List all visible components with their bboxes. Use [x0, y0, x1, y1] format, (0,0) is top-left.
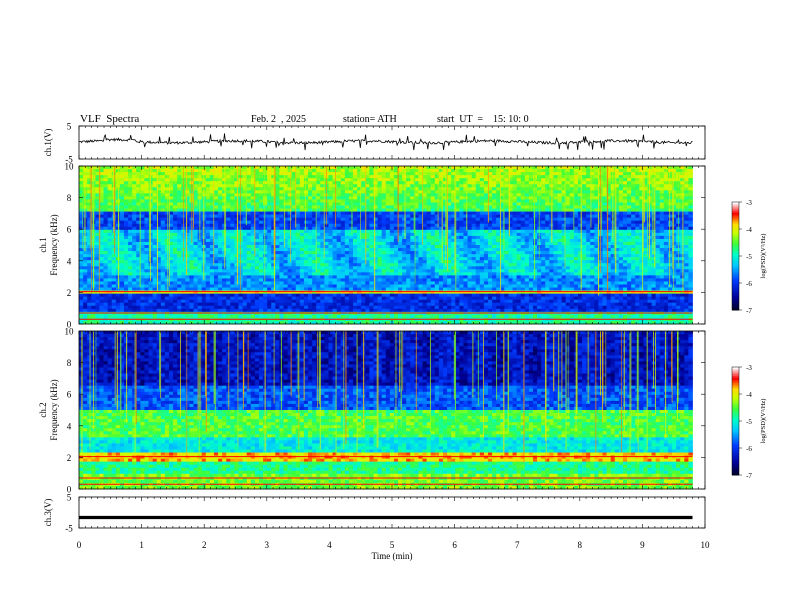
ch1-spectrogram-colorbar-tick-label: -4	[746, 226, 752, 234]
ch2-spectrogram-colorbar-tick-label: -4	[746, 391, 752, 399]
time-tick-label: 8	[578, 540, 583, 550]
ch1-spectrogram-xticks	[78, 166, 706, 324]
date-label: Feb. 2 , 2025	[251, 114, 306, 125]
ch2-spectrogram-xticks	[78, 331, 706, 489]
ch1-spectrogram-colorbar-tick-label: -3	[746, 199, 752, 207]
ch1-waveform-ytick-label: -5	[65, 155, 73, 165]
ch3-waveform-ytick-label: 5	[67, 493, 72, 503]
ch2-spectrogram-colorbar-tick-label: -7	[746, 472, 752, 480]
ch1-spectrogram-colorbar-tick-label: -5	[746, 253, 752, 261]
ch3-waveform-xticks	[78, 497, 706, 528]
ch2-spectrogram-colorbar-tick-label: -6	[746, 445, 752, 453]
ch3-waveform-frame	[78, 496, 706, 529]
ch2-spectrogram-ylabel: Frequency (kHz)	[49, 379, 59, 440]
ch3-waveform-ylabel: ch.3(V)	[43, 499, 53, 527]
ch1-spectrogram-colorbar: -3 -4 -5 -6 -7	[731, 199, 752, 315]
ch2-spectrogram-ytick-label: 6	[67, 390, 72, 400]
time-tick-label: 1	[139, 540, 144, 550]
time-axis-label: Time (min)	[372, 551, 413, 561]
ch1-spectrogram-ytick-label: 10	[65, 162, 75, 172]
ch1-spectrogram-colorbar-tick-label: -6	[746, 280, 752, 288]
ch1-spectrogram-colorbar-tick-label: -7	[746, 307, 752, 315]
time-tick-label: 6	[452, 540, 457, 550]
ch1-spectrogram-colorbar-label: log(PSD)(V²/Hz)	[760, 234, 767, 279]
ch2-spectrogram-ytick-label: 8	[67, 358, 72, 368]
time-tick-label: 2	[202, 540, 207, 550]
ch2-spectrogram-colorbar: -3 -4 -5 -6 -7	[731, 364, 752, 480]
figure-title: VLF Spectra	[80, 113, 140, 125]
time-tick-label: 7	[515, 540, 520, 550]
ch2-spectrogram-ytick-label: 0	[67, 485, 72, 495]
ch1-waveform-trace	[79, 133, 693, 151]
ch1-spectrogram-ytick-label: 6	[67, 225, 72, 235]
time-tick-label: 5	[390, 540, 395, 550]
ch2-spectrogram-ytick-label: 10	[65, 327, 75, 337]
ch1-waveform-xticks	[78, 126, 706, 159]
time-tick-label: 4	[327, 540, 332, 550]
ch1-spectrogram-image	[79, 166, 693, 325]
time-tick-label: 9	[640, 540, 645, 550]
ch1-waveform-ytick-label: 5	[67, 122, 72, 132]
ch1-waveform-ylabel: ch.1(V)	[43, 129, 53, 157]
ch3-waveform-ytick-label: -5	[65, 524, 73, 534]
ch1-spectrogram-ylabel-channel: ch.1	[38, 237, 48, 252]
ch2-spectrogram-image	[79, 331, 693, 490]
time-tick-label: 10	[701, 540, 711, 550]
ch1-spectrogram-ytick-label: 8	[67, 193, 72, 203]
ch1-spectrogram-ylabel: Frequency (kHz)	[49, 214, 59, 275]
ch2-spectrogram-ytick-label: 4	[67, 421, 72, 431]
ch1-spectrogram-ytick-label: 2	[67, 288, 72, 298]
ch2-spectrogram-colorbar-tick-label: -5	[746, 418, 752, 426]
ch1-spectrogram-ytick-label: 0	[67, 320, 72, 330]
start-ut-label: start UT = 15: 10: 0	[437, 114, 529, 125]
time-tick-label: 3	[265, 540, 270, 550]
time-tick-label: 0	[77, 540, 82, 550]
ch2-spectrogram-ytick-label: 2	[67, 453, 72, 463]
ch1-spectrogram-ytick-label: 4	[67, 256, 72, 266]
ch2-spectrogram-colorbar-label: log(PSD)(V²/Hz)	[760, 399, 767, 444]
ch2-spectrogram-colorbar-tick-label: -3	[746, 364, 752, 372]
station-label: station= ATH	[343, 114, 397, 125]
ch2-spectrogram-ylabel-channel: ch.2	[38, 402, 48, 417]
